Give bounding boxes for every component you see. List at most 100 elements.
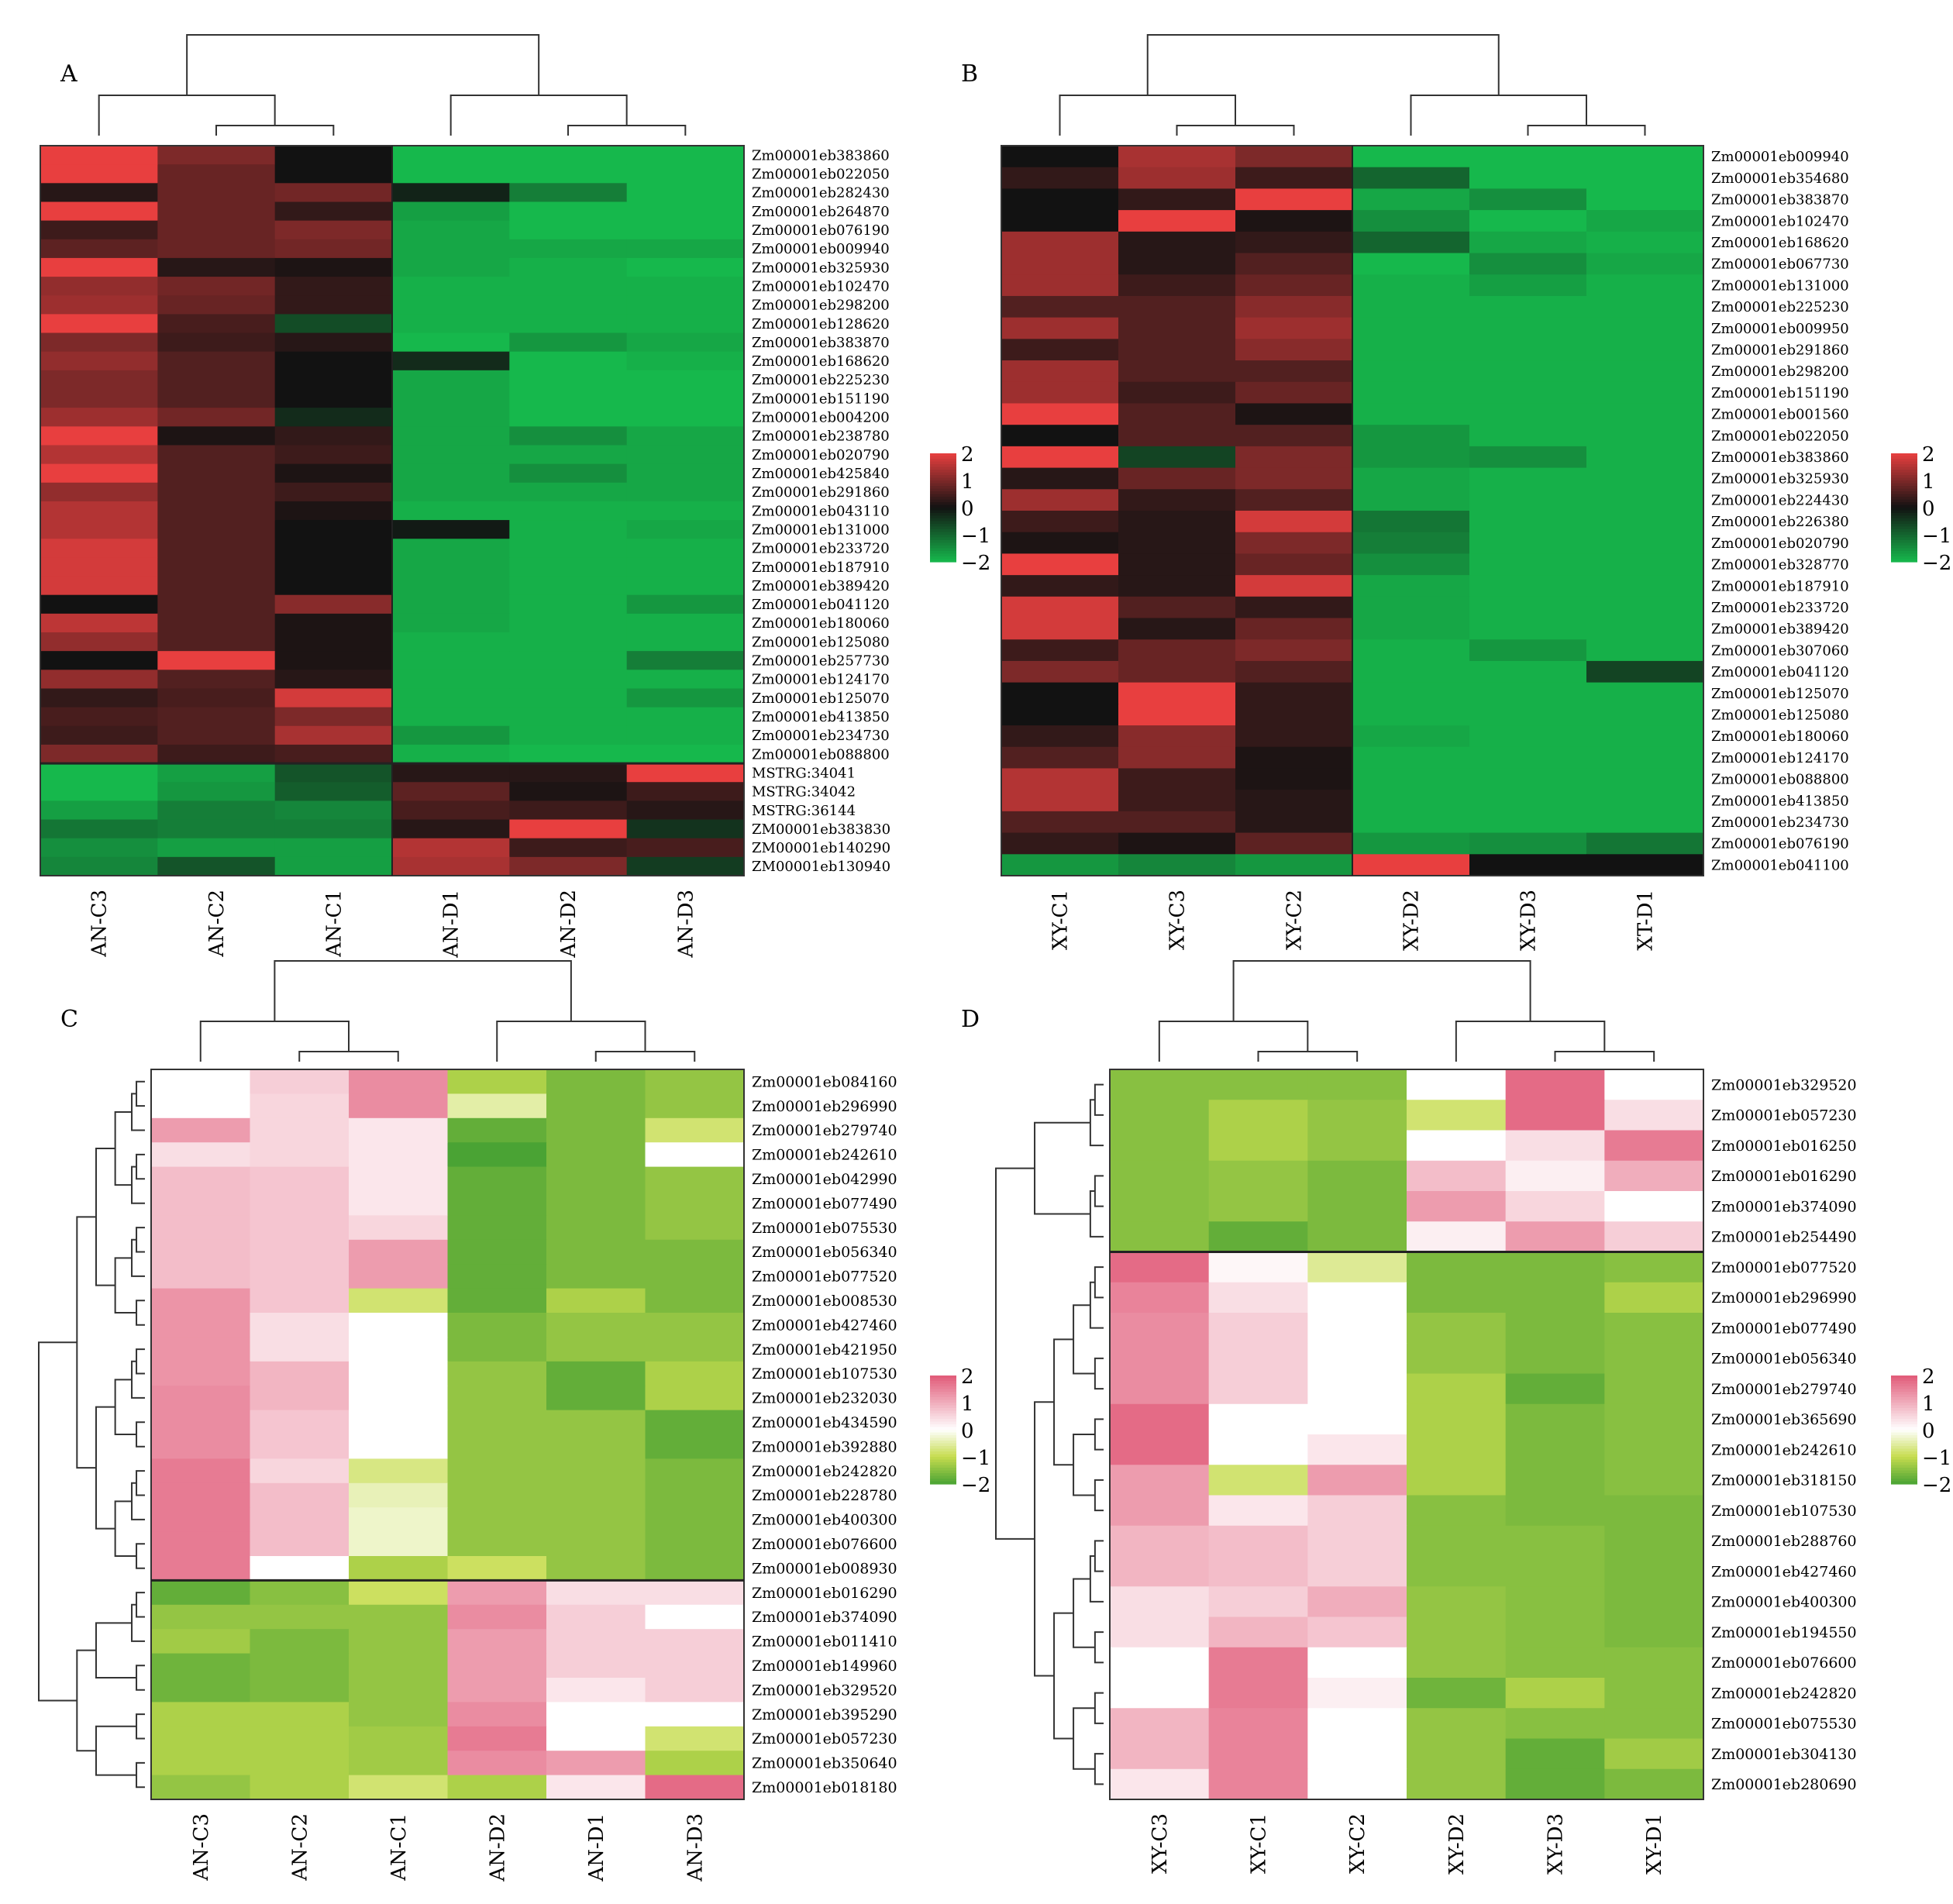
heatmap-cell [157, 277, 276, 296]
legend-swatch [930, 494, 956, 498]
gene-label: Zm00001eb125070 [752, 690, 890, 707]
heatmap-cell [1469, 489, 1587, 511]
gene-label: Zm00001eb151190 [752, 391, 890, 407]
gene-label: Zm00001eb242610 [1711, 1441, 1857, 1458]
heatmap-cell [1469, 210, 1587, 232]
sample-label: XY-C2 [1346, 1813, 1369, 1874]
heatmap-cell [157, 819, 276, 839]
legend-swatch [1891, 551, 1917, 555]
heatmap-cell [274, 501, 393, 521]
heatmap-cell [274, 314, 393, 334]
legend-swatch [930, 1479, 956, 1482]
legend-swatch [1891, 1481, 1917, 1485]
heatmap-cell [546, 1410, 646, 1435]
legend-swatch [1891, 1475, 1917, 1479]
gene-label: Zm00001eb107530 [752, 1365, 897, 1382]
heatmap-cell [1307, 1252, 1407, 1283]
heatmap-cell [250, 1531, 350, 1557]
heatmap-cell [1235, 660, 1353, 683]
heatmap-cell [1604, 1160, 1704, 1192]
heatmap-cell [509, 744, 628, 764]
gene-label: ZM00001eb140290 [752, 840, 890, 856]
row-dendrogram [995, 1083, 1104, 1785]
heatmap-cell [392, 351, 510, 371]
heatmap-cell [250, 1434, 350, 1459]
heatmap-cell [349, 1142, 449, 1168]
heatmap-cell [157, 295, 276, 315]
heatmap-cell [1469, 360, 1587, 383]
heatmap-cell [645, 1580, 745, 1606]
legend-swatch [930, 1441, 956, 1444]
legend-swatch [930, 535, 956, 539]
heatmap-cell [447, 1653, 547, 1678]
heatmap-cell [1110, 1708, 1210, 1740]
heatmap-cell [349, 1678, 449, 1703]
legend-tick: −1 [1922, 1447, 1951, 1470]
heatmap-cell [40, 576, 158, 596]
legend-swatch [930, 1408, 956, 1412]
heatmap-cell [645, 1191, 745, 1216]
gene-label: MSTRG:36144 [752, 803, 856, 819]
legend-swatch [1891, 1383, 1917, 1387]
heatmap-cell [626, 782, 745, 801]
heatmap-cell [392, 632, 510, 652]
heatmap-cell [1001, 489, 1119, 511]
heatmap-cell [274, 539, 393, 558]
heatmap-cell [1407, 1495, 1507, 1527]
heatmap-cell [157, 763, 276, 783]
heatmap-cell [349, 1726, 449, 1751]
heatmap-cell [645, 1239, 745, 1265]
heatmap-cell [1352, 596, 1470, 619]
heatmap-cell [157, 445, 276, 465]
heatmap-cell [509, 408, 628, 427]
heatmap-cell [447, 1458, 547, 1484]
heatmap-cell [509, 819, 628, 839]
heatmap-cell [1586, 360, 1704, 383]
legend-swatch [1891, 464, 1917, 468]
heatmap-cell [157, 183, 276, 203]
heatmap-cell [1118, 295, 1236, 318]
heatmap-cell [1505, 1434, 1605, 1465]
heatmap-cell [546, 1288, 646, 1314]
heatmap-cell [1407, 1343, 1507, 1375]
heatmap-cell [1352, 660, 1470, 683]
heatmap-cell [1505, 1708, 1605, 1740]
legend-swatch [1891, 526, 1917, 530]
legend-swatch [1891, 1394, 1917, 1398]
heatmap-cell [546, 1239, 646, 1265]
heatmap-cell [626, 482, 745, 502]
heatmap-cell [645, 1678, 745, 1703]
legend-tick: 0 [1922, 1420, 1935, 1443]
heatmap-cell [1110, 1313, 1210, 1344]
heatmap-cell [1352, 768, 1470, 790]
gene-label: Zm00001eb427460 [752, 1317, 897, 1334]
heatmap-cell [157, 725, 276, 745]
legend-swatch [930, 1473, 956, 1477]
heatmap-cell [1118, 811, 1236, 834]
heatmap-cell [1208, 1130, 1308, 1162]
gene-label: Zm00001eb427460 [1711, 1563, 1857, 1580]
heatmap-cell [1352, 210, 1470, 232]
heatmap-cell [250, 1458, 350, 1484]
heatmap-cell [1604, 1495, 1704, 1527]
heatmap-cell [1110, 1525, 1210, 1557]
gene-label: Zm00001eb328770 [1711, 557, 1849, 573]
gene-label: Zm00001eb291860 [1711, 343, 1849, 359]
sample-label: AN-D2 [486, 1813, 509, 1882]
heatmap-cell [392, 725, 510, 745]
legend-swatch [930, 556, 956, 560]
heatmap-cell [151, 1191, 251, 1216]
heatmap-cell [40, 314, 158, 334]
legend-swatch [1891, 521, 1917, 525]
gene-label: Zm00001eb421950 [752, 1341, 897, 1358]
heatmap-cell [645, 1386, 745, 1411]
heatmap-cell [349, 1580, 449, 1606]
heatmap-cell [1505, 1100, 1605, 1131]
heatmap-cell [509, 146, 628, 165]
legend-tick: −2 [1922, 1474, 1951, 1497]
heatmap-cell [274, 239, 393, 259]
gene-label: Zm00001eb102470 [752, 279, 890, 295]
legend-swatch [1891, 504, 1917, 508]
heatmap-cell [274, 594, 393, 615]
legend-swatch [930, 470, 956, 473]
